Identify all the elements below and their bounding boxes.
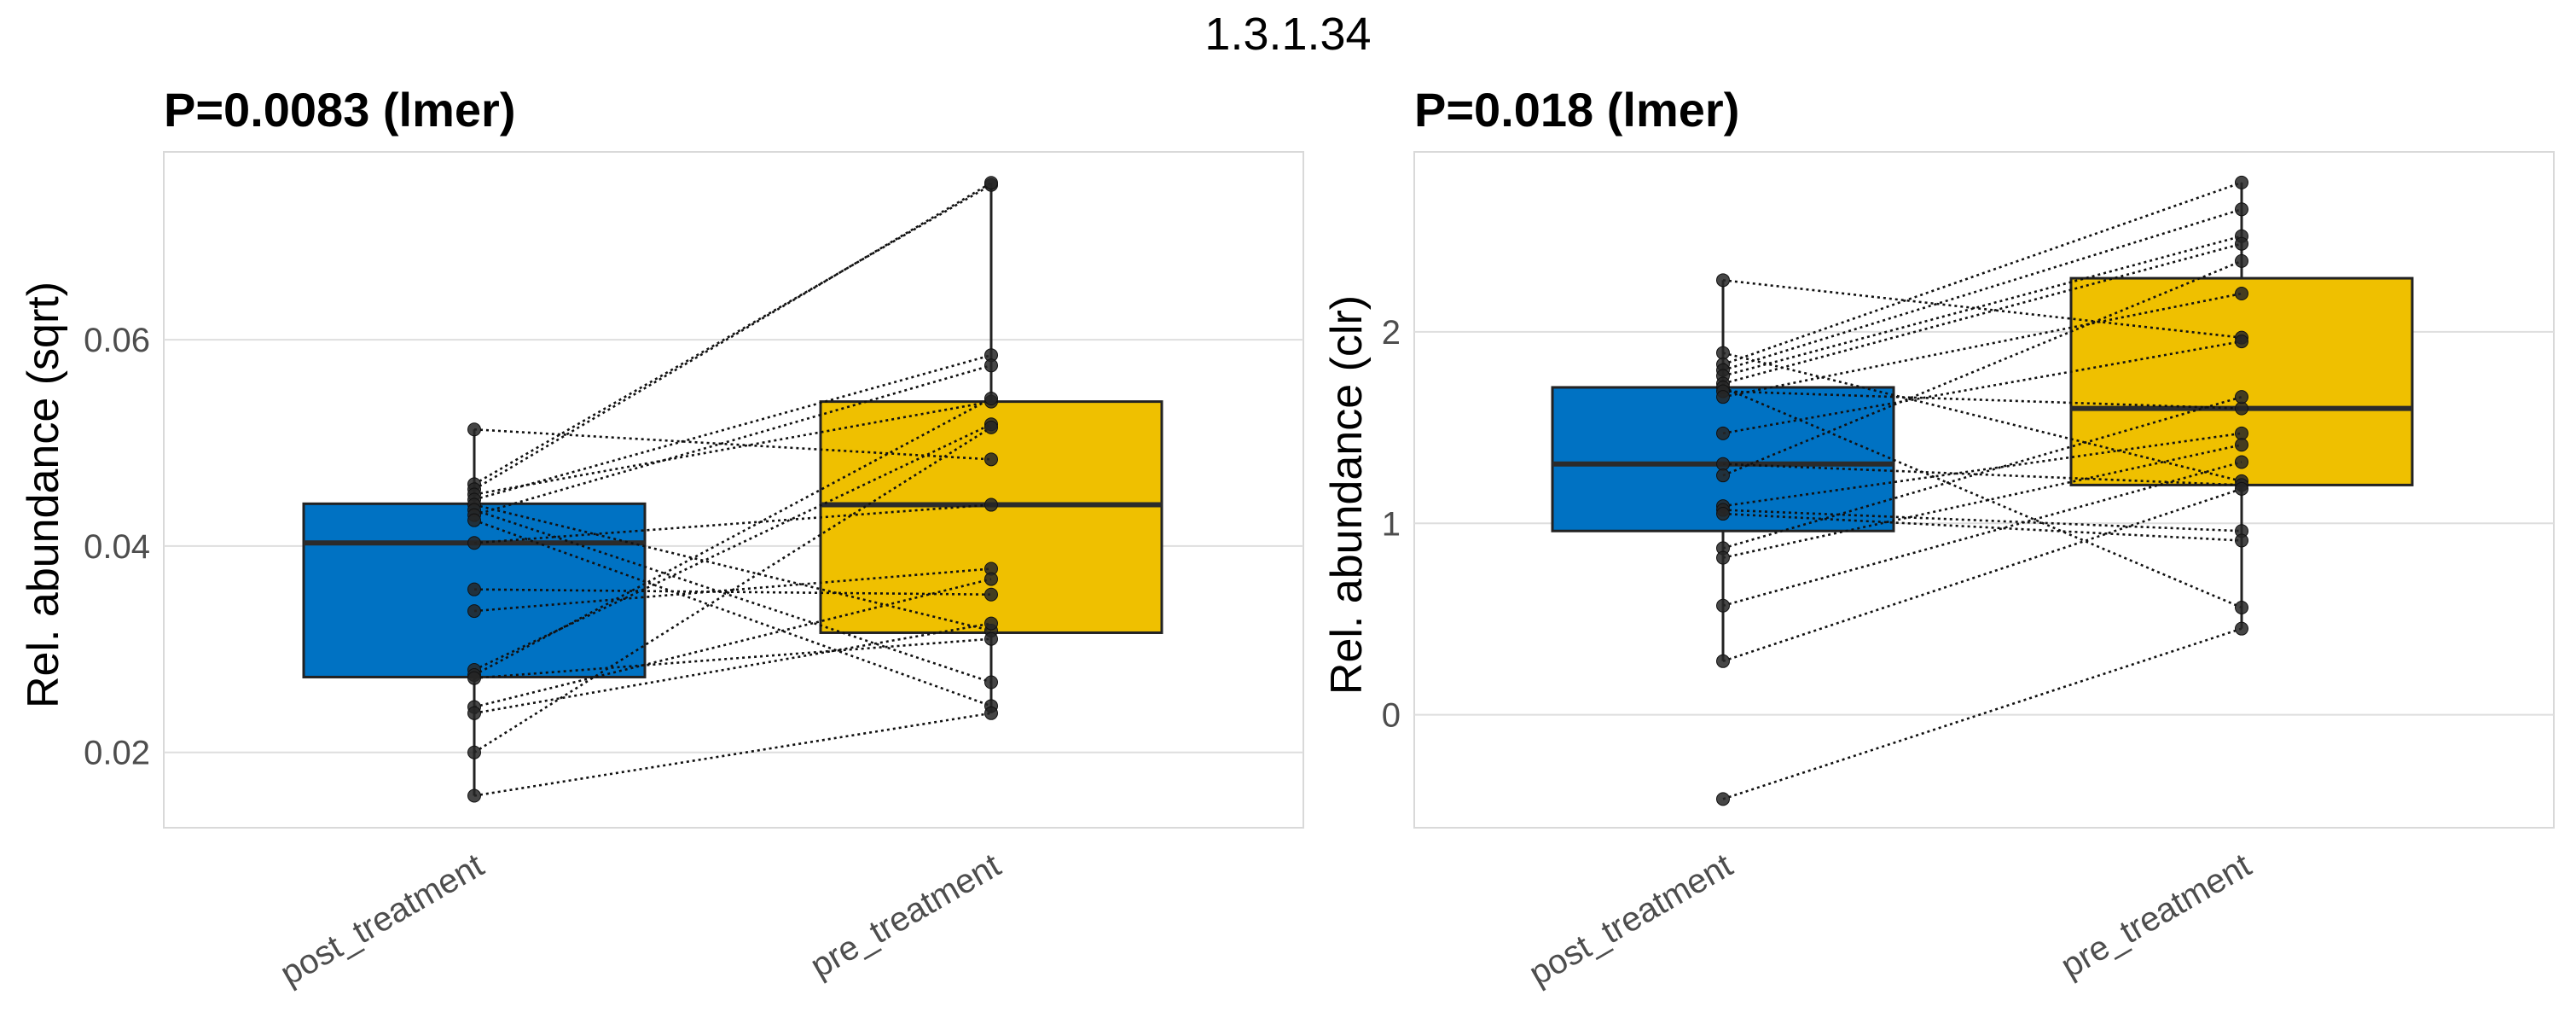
left-point-pre [984,631,998,646]
left-point-pre [984,572,998,586]
right-panel-title: P=0.018 (lmer) [1414,83,1739,137]
left-point-pre [984,358,998,373]
left-point-pre [984,452,998,467]
left-y-tick-label: 0.04 [84,528,150,566]
left-point-post [467,788,481,803]
right-point-pre [2235,426,2248,440]
left-pair-line [473,622,992,715]
right-pair-line [1722,444,2242,559]
left-point-post [467,706,481,720]
right-y-axis-label: Rel. abundance (clr) [1322,295,1372,695]
right-point-pre [2235,175,2248,189]
right-y-tick-label: 1 [1382,505,1401,543]
left-point-pre [984,675,998,689]
left-y-tick-label: 0.06 [84,322,150,359]
right-point-post [1716,507,1730,521]
right-point-pre [2235,455,2248,469]
right-pair-line [1722,181,2242,366]
right-pair-line [1722,461,2242,607]
right-pair-line [1722,292,2242,399]
left-pair-line [473,578,992,708]
right-point-pre [2235,401,2248,416]
right-point-post [1716,273,1730,288]
right-pair-line [1722,386,2242,609]
right-pair-line [1722,432,2242,508]
left-pair-line [473,637,992,679]
left-point-post [467,513,481,527]
right-point-post [1716,390,1730,404]
left-pair-line [473,712,992,797]
right-y-tick-label: 2 [1382,314,1401,352]
right-pair-line [1722,340,2242,435]
right-y-tick-label: 0 [1382,697,1401,735]
left-y-axis-label: Rel. abundance (sqrt) [19,282,68,708]
right-panel: P=0.018 (lmer) Rel. abundance (clr) 012p… [1322,83,2555,992]
right-point-pre [2235,390,2248,404]
left-point-pre [984,176,998,190]
left-pair-line [473,503,992,544]
left-point-pre [984,587,998,602]
right-point-pre [2235,481,2248,496]
left-pair-line [473,428,992,461]
right-point-post [1716,654,1730,668]
left-point-post [467,582,481,596]
right-point-pre [2235,253,2248,268]
right-point-pre [2235,438,2248,452]
figure-title: 1.3.1.34 [1204,9,1371,60]
right-point-pre [2235,621,2248,636]
right-point-pre [2235,533,2248,548]
left-pair-line [473,426,992,753]
left-pair-line [473,503,992,632]
left-point-post [467,536,481,550]
left-pair-line [473,182,992,491]
left-point-post [467,422,481,437]
right-pair-line [1722,627,2242,800]
left-point-pre [984,616,998,631]
right-point-post [1716,426,1730,440]
right-point-pre [2235,202,2248,217]
left-pair-line [473,519,992,707]
left-pair-line [473,588,992,596]
left-point-post [467,604,481,619]
right-point-pre [2235,236,2248,251]
right-point-pre [2235,335,2248,349]
right-point-post [1716,457,1730,471]
left-point-post [467,745,481,759]
right-pair-line [1722,259,2242,477]
right-point-pre [2235,600,2248,614]
left-pair-line [473,397,992,677]
left-y-tick-label: 0.02 [84,735,150,772]
left-pair-line [473,509,992,684]
left-point-pre [984,497,998,512]
right-pair-line [1722,208,2242,372]
right-pair-line [1722,395,2242,550]
left-panel: P=0.0083 (lmer) Rel. abundance (sqrt) 0.… [19,83,1304,992]
left-pair-line [473,567,992,613]
right-pair-line [1722,390,2242,410]
right-point-post [1716,550,1730,565]
left-point-pre [984,706,998,720]
left-pair-line [473,364,992,516]
right-point-post [1716,598,1730,613]
left-point-pre [984,420,998,434]
left-pair-line [473,183,992,486]
left-point-post [467,671,481,685]
left-pair-line [473,400,992,496]
right-point-post [1716,468,1730,483]
left-point-pre [984,391,998,405]
right-point-post [1716,346,1730,360]
right-point-pre [2235,287,2248,301]
right-pair-line [1722,487,2242,663]
right-point-post [1716,792,1730,806]
left-panel-title: P=0.0083 (lmer) [164,83,515,137]
